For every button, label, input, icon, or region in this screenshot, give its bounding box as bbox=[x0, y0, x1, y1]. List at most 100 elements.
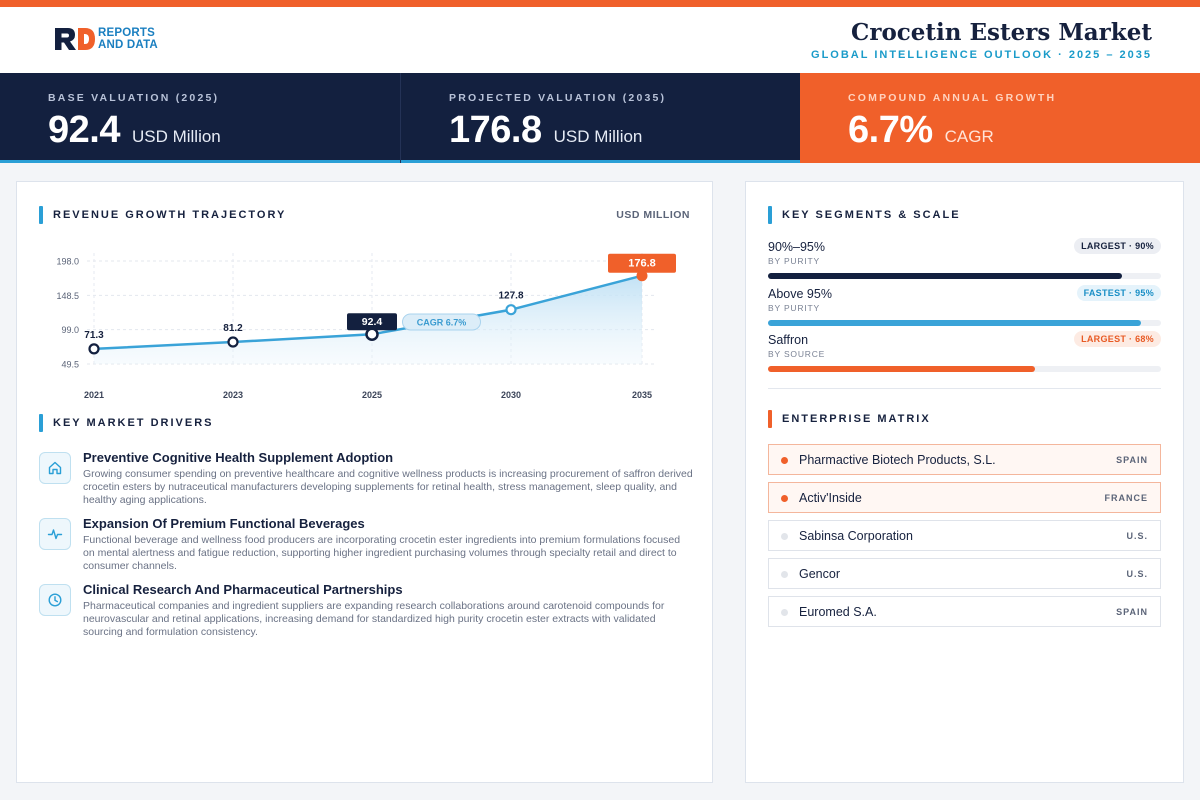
section-divider bbox=[768, 388, 1161, 389]
company-status-dot bbox=[781, 533, 788, 540]
company-country: FRANCE bbox=[1104, 493, 1148, 503]
kpi-label: BASE VALUATION (2025) bbox=[48, 92, 220, 104]
company-row[interactable]: Sabinsa Corporation U.S. bbox=[768, 520, 1161, 551]
segment-category: BY SOURCE bbox=[768, 349, 826, 359]
brand-logo[interactable]: REPORTS AND DATA bbox=[54, 27, 158, 51]
company-row[interactable]: Activ'Inside FRANCE bbox=[768, 482, 1161, 513]
data-label: 92.4 bbox=[362, 316, 383, 328]
chart-section-header: REVENUE GROWTH TRAJECTORY bbox=[39, 206, 286, 224]
drivers-section-title: KEY MARKET DRIVERS bbox=[53, 417, 214, 429]
driver-item: Clinical Research And Pharmaceutical Par… bbox=[39, 582, 689, 648]
segment-bar-track bbox=[768, 320, 1161, 326]
base-value-badge bbox=[347, 313, 397, 331]
company-name: Activ'Inside bbox=[799, 491, 862, 505]
y-tick-label: 99.0 bbox=[61, 325, 79, 335]
matrix-section-title: ENTERPRISE MATRIX bbox=[782, 413, 931, 425]
segment-name: Saffron bbox=[768, 333, 809, 347]
left-panel: REVENUE GROWTH TRAJECTORY USD MILLION 49… bbox=[16, 181, 713, 783]
segment-name: Above 95% bbox=[768, 287, 832, 301]
page-header: REPORTS AND DATA Crocetin Esters Market … bbox=[0, 7, 1200, 73]
data-point bbox=[636, 270, 648, 282]
company-country: SPAIN bbox=[1116, 607, 1148, 617]
data-point bbox=[88, 343, 100, 355]
segment-bar-track bbox=[768, 273, 1161, 279]
segment-badge: LARGEST · 90% bbox=[1074, 238, 1161, 254]
cagr-annotation-label: CAGR 6.7% bbox=[417, 317, 467, 327]
segments-section-title: KEY SEGMENTS & SCALE bbox=[782, 209, 961, 221]
company-country: SPAIN bbox=[1116, 455, 1148, 465]
cagr-annotation-pill bbox=[402, 313, 481, 331]
data-label: 127.8 bbox=[498, 291, 523, 302]
brand-line-1: REPORTS bbox=[98, 27, 155, 39]
y-tick-label: 148.5 bbox=[56, 291, 79, 301]
kpi-underline bbox=[401, 160, 800, 163]
end-value-badge bbox=[608, 253, 676, 273]
company-name: Sabinsa Corporation bbox=[799, 529, 913, 543]
segment-category: BY PURITY bbox=[768, 256, 820, 266]
matrix-section-header: ENTERPRISE MATRIX bbox=[768, 410, 931, 428]
page-subtitle: GLOBAL INTELLIGENCE OUTLOOK · 2025 – 203… bbox=[811, 49, 1152, 61]
data-label: 176.8 bbox=[628, 258, 656, 270]
x-tick-label: 2023 bbox=[223, 390, 243, 400]
driver-title: Preventive Cognitive Health Supplement A… bbox=[83, 450, 394, 465]
segment-bar-fill bbox=[768, 320, 1142, 326]
driver-item: Preventive Cognitive Health Supplement A… bbox=[39, 450, 693, 516]
x-tick-label: 2030 bbox=[501, 390, 521, 400]
company-name: Pharmactive Biotech Products, S.L. bbox=[799, 453, 996, 467]
drivers-section-header: KEY MARKET DRIVERS bbox=[39, 414, 213, 432]
company-status-dot bbox=[781, 571, 788, 578]
x-tick-label: 2021 bbox=[84, 390, 104, 400]
kpi-projected-valuation: PROJECTED VALUATION (2035) 176.8 USD Mil… bbox=[400, 73, 800, 163]
pulse-icon bbox=[39, 518, 71, 550]
company-status-dot bbox=[781, 609, 788, 616]
drivers-list: Preventive Cognitive Health Supplement A… bbox=[39, 450, 693, 648]
kpi-value: 176.8 bbox=[449, 109, 542, 151]
driver-description: Growing consumer spending on preventive … bbox=[83, 468, 693, 507]
y-tick-label: 198.0 bbox=[56, 257, 79, 267]
driver-title: Expansion Of Premium Functional Beverage… bbox=[83, 516, 365, 531]
company-name: Gencor bbox=[799, 567, 840, 581]
kpi-unit: USD Million bbox=[553, 127, 643, 146]
data-label: 81.2 bbox=[223, 323, 243, 334]
kpi-value: 92.4 bbox=[48, 109, 120, 151]
x-tick-label: 2035 bbox=[632, 390, 652, 400]
company-row[interactable]: Pharmactive Biotech Products, S.L. SPAIN bbox=[768, 444, 1161, 475]
kpi-unit: CAGR bbox=[944, 127, 994, 146]
data-label: 71.3 bbox=[84, 330, 104, 341]
section-accent-bar bbox=[39, 206, 43, 224]
home-icon bbox=[39, 452, 71, 484]
clock-icon bbox=[39, 584, 71, 616]
segment-badge: FASTEST · 95% bbox=[1076, 285, 1161, 301]
kpi-underline bbox=[0, 160, 400, 163]
company-row[interactable]: Gencor U.S. bbox=[768, 558, 1161, 589]
top-accent-stripe bbox=[0, 0, 1200, 7]
x-tick-label: 2025 bbox=[362, 390, 382, 400]
right-panel: KEY SEGMENTS & SCALE 90%–95% BY PURITY L… bbox=[745, 181, 1184, 783]
company-status-dot bbox=[781, 495, 788, 502]
kpi-unit: USD Million bbox=[131, 127, 221, 146]
company-status-dot bbox=[781, 457, 788, 464]
segment-badge: LARGEST · 68% bbox=[1074, 331, 1161, 347]
logo-mark-icon bbox=[55, 28, 95, 50]
page-title: Crocetin Esters Market bbox=[851, 19, 1152, 46]
segment-row: 90%–95% BY PURITY LARGEST · 90% bbox=[768, 238, 1161, 279]
y-tick-label: 49.5 bbox=[61, 360, 79, 370]
driver-description: Functional beverage and wellness food pr… bbox=[83, 534, 681, 573]
driver-item: Expansion Of Premium Functional Beverage… bbox=[39, 516, 689, 582]
segment-name: 90%–95% bbox=[768, 240, 825, 254]
segment-bar-fill bbox=[768, 273, 1122, 279]
section-accent-bar bbox=[768, 206, 772, 224]
driver-description: Pharmaceutical companies and ingredient … bbox=[83, 600, 665, 639]
kpi-label: PROJECTED VALUATION (2035) bbox=[449, 92, 667, 104]
section-accent-bar bbox=[768, 410, 772, 428]
segment-bar-track bbox=[768, 366, 1161, 372]
segment-row: Saffron BY SOURCE LARGEST · 68% bbox=[768, 331, 1161, 372]
company-row[interactable]: Euromed S.A. SPAIN bbox=[768, 596, 1161, 627]
chart-units-label: USD MILLION bbox=[616, 209, 690, 221]
segment-category: BY PURITY bbox=[768, 303, 820, 313]
section-accent-bar bbox=[39, 414, 43, 432]
company-name: Euromed S.A. bbox=[799, 605, 877, 619]
company-country: U.S. bbox=[1126, 569, 1148, 579]
kpi-value: 6.7% bbox=[848, 109, 933, 151]
driver-title: Clinical Research And Pharmaceutical Par… bbox=[83, 582, 403, 597]
